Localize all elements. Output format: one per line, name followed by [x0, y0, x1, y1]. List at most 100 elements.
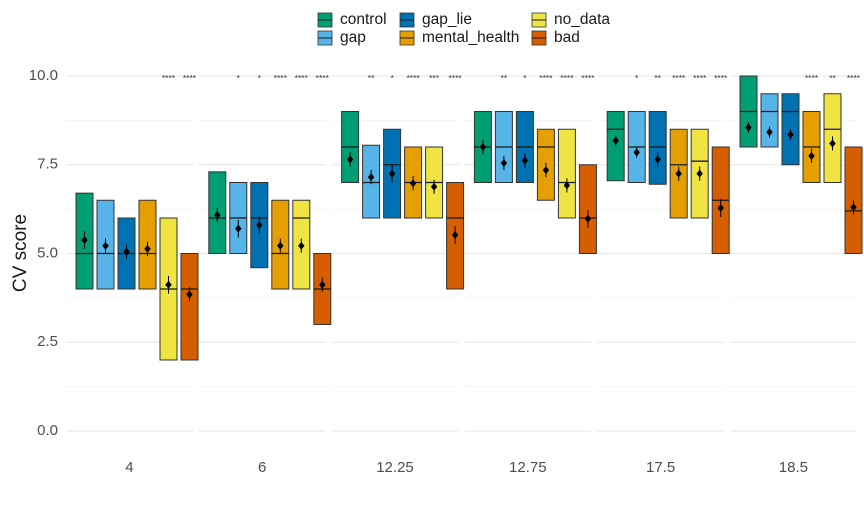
mean-point: [256, 221, 263, 230]
significance-label: ****: [693, 73, 707, 83]
mean-point: [542, 166, 550, 175]
significance-label: ****: [295, 73, 309, 83]
significance-label: ****: [539, 73, 553, 83]
significance-label: ****: [274, 73, 288, 83]
legend-label: control: [340, 11, 387, 28]
mean-point: [367, 173, 375, 182]
significance-label: **: [368, 73, 375, 83]
mean-point: [787, 130, 794, 139]
facet-label: 4: [125, 459, 133, 476]
mean-point: [214, 211, 221, 220]
facet-label: 12.25: [376, 459, 414, 476]
mean-point: [808, 151, 815, 160]
y-tick-label: 5.0: [37, 244, 58, 261]
significance-label: ****: [714, 73, 728, 83]
mean-point: [144, 244, 151, 253]
significance-label: ***: [429, 73, 440, 83]
mean-point: [277, 241, 284, 250]
mean-point: [430, 182, 438, 191]
facet-label: 17.5: [646, 459, 675, 476]
mean-point: [235, 224, 242, 233]
mean-point: [165, 280, 172, 289]
legend-label: gap_lie: [422, 11, 472, 28]
mean-point: [612, 136, 619, 145]
significance-label: ****: [560, 73, 574, 83]
y-axis-title: CV score: [10, 214, 31, 292]
box: [557, 128, 576, 219]
facet-panel: 12.75** * **** **** ****: [473, 73, 597, 476]
facet-label: 18.5: [779, 459, 808, 476]
significance-label: ****: [672, 73, 686, 83]
mean-point: [654, 155, 661, 164]
facet-panels: 4**** ****6* * **** **** ****12.25** * **** *** *…: [75, 73, 863, 476]
significance-label: ****: [448, 73, 462, 83]
facet-panel: 18.5**** ** ****: [739, 73, 863, 476]
legend-label: bad: [554, 29, 580, 46]
facet-label: 6: [258, 459, 266, 476]
significance-label: *: [523, 73, 527, 83]
y-tick-label: 2.5: [37, 333, 58, 350]
legend-item: gap_lie: [399, 11, 472, 28]
legend-label: mental_health: [422, 29, 519, 46]
significance-label: ****: [847, 73, 861, 83]
mean-point: [696, 169, 703, 178]
box: [648, 111, 667, 185]
legend-item: mental_health: [399, 29, 519, 46]
legend-item: control: [317, 11, 387, 28]
box: [578, 164, 597, 254]
legend-item: no_data: [531, 11, 610, 28]
significance-label: ****: [581, 73, 595, 83]
significance-label: ****: [805, 73, 819, 83]
mean-point: [745, 123, 752, 132]
significance-label: *: [390, 73, 394, 83]
mean-point: [388, 169, 396, 178]
mean-point: [186, 290, 193, 299]
y-tick-label: 0.0: [37, 422, 58, 439]
mean-point: [451, 231, 459, 240]
mean-point: [409, 179, 417, 188]
mean-point: [479, 143, 487, 151]
mean-point: [766, 128, 773, 137]
mean-point: [829, 139, 836, 148]
facet-panel: 17.5* ** **** **** ****: [606, 73, 730, 476]
mean-point: [584, 214, 592, 223]
facet-panel: 6* * **** **** ****: [208, 73, 332, 476]
mean-point: [633, 148, 640, 157]
facet-panel: 12.25** * **** *** ****: [341, 73, 465, 476]
mean-point: [102, 241, 109, 250]
significance-label: *: [258, 73, 262, 83]
mean-point: [81, 236, 88, 245]
mean-point: [717, 204, 724, 213]
mean-point: [123, 247, 130, 256]
significance-label: ****: [162, 73, 176, 83]
significance-label: *: [237, 73, 241, 83]
facet-panel: 4 **** ****: [75, 73, 199, 476]
significance-label: ****: [316, 73, 330, 83]
y-axis-ticks: 0.0 2.5 5.0 7.5 10.0: [29, 67, 58, 439]
significance-label: ****: [406, 73, 420, 83]
mean-point: [850, 203, 857, 212]
significance-label: *: [635, 73, 639, 83]
legend-label: gap: [340, 29, 366, 46]
facet-label: 12.75: [509, 459, 547, 476]
significance-label: ****: [183, 73, 197, 83]
mean-point: [346, 155, 354, 164]
legend-item: gap: [317, 29, 366, 46]
mean-point: [298, 241, 305, 250]
significance-label: **: [501, 73, 508, 83]
legend-label: no_data: [554, 11, 610, 28]
y-tick-label: 10.0: [29, 67, 58, 84]
mean-point: [675, 169, 682, 178]
y-tick-label: 7.5: [37, 156, 58, 173]
mean-point: [500, 158, 508, 167]
significance-label: **: [654, 73, 661, 83]
mean-point: [521, 156, 529, 165]
mean-point: [563, 181, 571, 190]
mean-point: [319, 280, 326, 289]
significance-label: **: [829, 73, 836, 83]
box: [760, 93, 779, 148]
box: [606, 111, 625, 182]
